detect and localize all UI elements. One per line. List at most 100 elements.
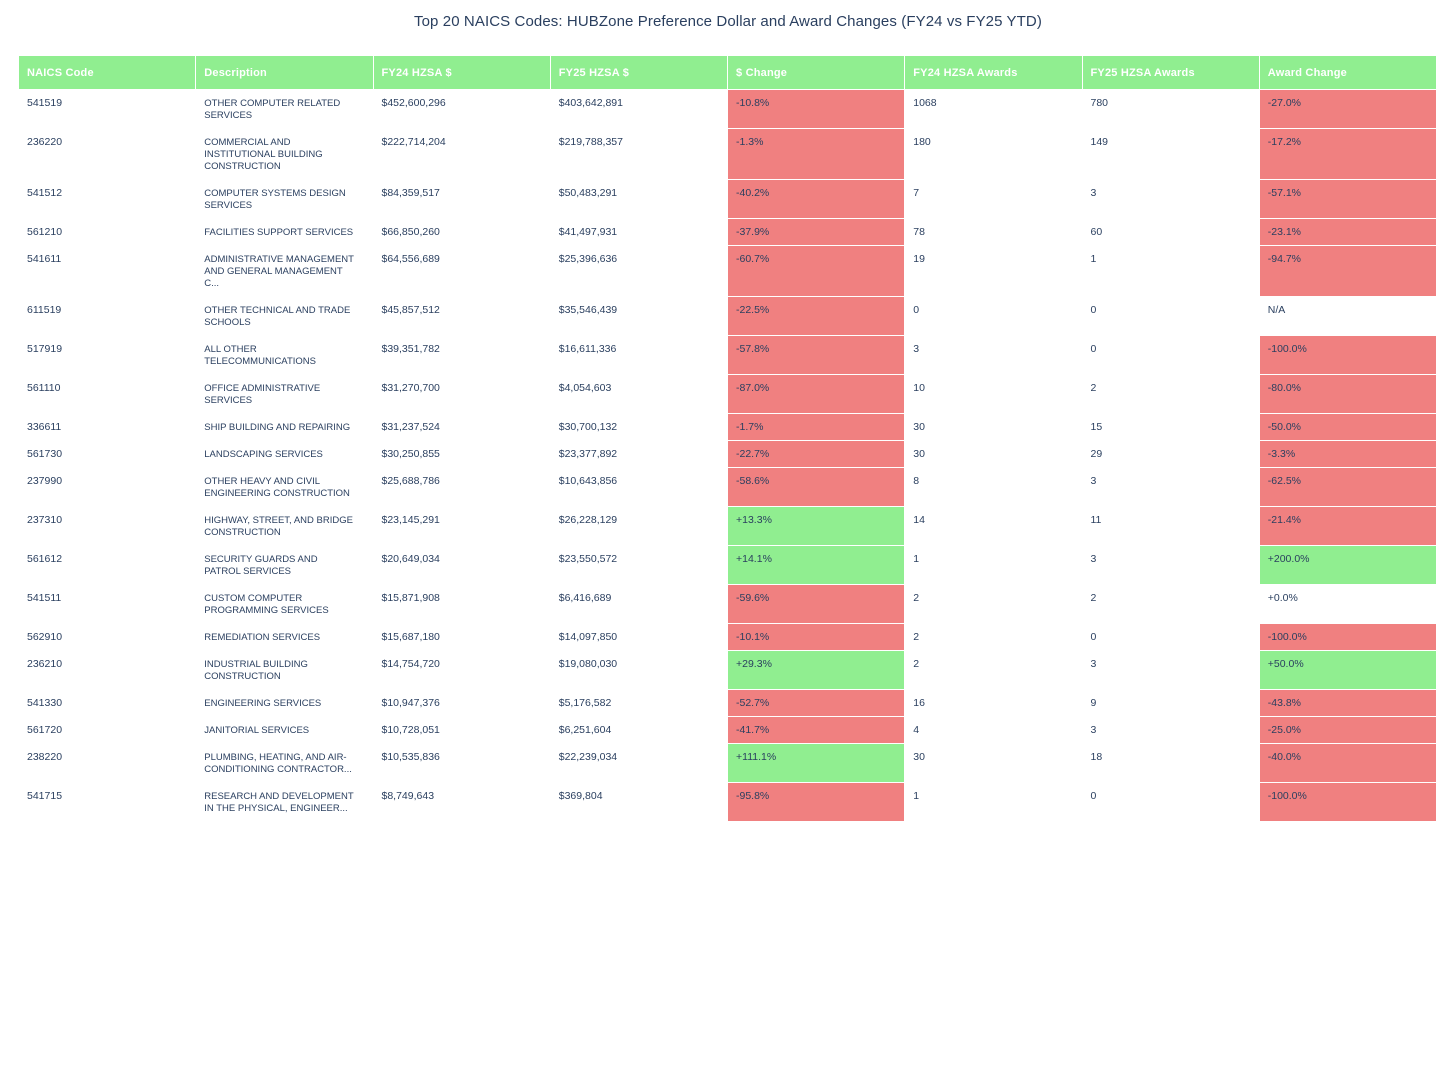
fy25-hzsa-awards-cell: 18: [1081, 743, 1260, 783]
table-row: 561210 FACILITIES SUPPORT SERVICES $66,850…: [17, 218, 1438, 246]
description-cell: OTHER TECHNICAL AND TRADE SCHOOLS: [195, 296, 374, 336]
dollar-change-cell: +13.3%: [726, 506, 906, 546]
fy24-hzsa-dollars-cell: $64,556,689: [372, 245, 551, 297]
header-fy24-hzsa-awards: FY24 HZSA Awards: [904, 55, 1083, 90]
naics-code-cell: 236210: [17, 650, 197, 690]
fy24-hzsa-dollars-cell: $10,535,836: [372, 743, 551, 783]
award-change-cell: -25.0%: [1258, 716, 1438, 744]
award-change-cell: -94.7%: [1258, 245, 1438, 297]
fy24-hzsa-dollars-cell: $23,145,291: [372, 506, 551, 546]
fy25-hzsa-dollars-cell: $41,497,931: [549, 218, 729, 246]
dollar-change-cell: -37.9%: [726, 218, 906, 246]
naics-code-cell: 236220: [17, 128, 197, 180]
fy25-hzsa-awards-cell: 9: [1081, 689, 1260, 717]
fy25-hzsa-dollars-cell: $22,239,034: [549, 743, 729, 783]
header-dollar-change: $ Change: [726, 55, 906, 90]
naics-code-cell: 238220: [17, 743, 197, 783]
header-fy25-hzsa-awards: FY25 HZSA Awards: [1081, 55, 1260, 90]
dollar-change-cell: -10.1%: [726, 623, 906, 651]
description-cell: ADMINISTRATIVE MANAGEMENT AND GENERAL MA…: [195, 245, 374, 297]
award-change-cell: -80.0%: [1258, 374, 1438, 414]
dollar-change-cell: +29.3%: [726, 650, 906, 690]
naics-code-cell: 517919: [17, 335, 197, 375]
fy25-hzsa-dollars-cell: $50,483,291: [549, 179, 729, 219]
dollar-change-cell: -52.7%: [726, 689, 906, 717]
description-cell: CUSTOM COMPUTER PROGRAMMING SERVICES: [195, 584, 374, 624]
fy25-hzsa-dollars-cell: $16,611,336: [549, 335, 729, 375]
naics-code-cell: 561612: [17, 545, 197, 585]
naics-code-cell: 541330: [17, 689, 197, 717]
dollar-change-cell: -22.5%: [726, 296, 906, 336]
header-fy24-hzsa-dollars: FY24 HZSA $: [372, 55, 551, 90]
description-cell: HIGHWAY, STREET, AND BRIDGE CONSTRUCTION: [195, 506, 374, 546]
table-row: 541715 RESEARCH AND DEVELOPMENT IN THE PH…: [17, 782, 1438, 822]
fy25-hzsa-awards-cell: 0: [1081, 335, 1260, 375]
naics-code-cell: 237990: [17, 467, 197, 507]
table-row: 237990 OTHER HEAVY AND CIVIL ENGINEERING …: [17, 467, 1438, 507]
table-row: 561612 SECURITY GUARDS AND PATROL SERVICE…: [17, 545, 1438, 585]
fy25-hzsa-dollars-cell: $403,642,891: [549, 89, 729, 129]
fy24-hzsa-awards-cell: 7: [904, 179, 1083, 219]
naics-code-cell: 541611: [17, 245, 197, 297]
fy24-hzsa-awards-cell: 3: [904, 335, 1083, 375]
naics-code-cell: 562910: [17, 623, 197, 651]
description-cell: OFFICE ADMINISTRATIVE SERVICES: [195, 374, 374, 414]
fy25-hzsa-awards-cell: 11: [1081, 506, 1260, 546]
table-row: 237310 HIGHWAY, STREET, AND BRIDGE CONSTR…: [17, 506, 1438, 546]
fy24-hzsa-awards-cell: 8: [904, 467, 1083, 507]
fy25-hzsa-dollars-cell: $23,377,892: [549, 440, 729, 468]
description-cell: RESEARCH AND DEVELOPMENT IN THE PHYSICAL…: [195, 782, 374, 822]
fy24-hzsa-dollars-cell: $15,687,180: [372, 623, 551, 651]
fy25-hzsa-awards-cell: 3: [1081, 467, 1260, 507]
fy24-hzsa-dollars-cell: $39,351,782: [372, 335, 551, 375]
description-cell: SHIP BUILDING AND REPAIRING: [195, 413, 374, 441]
dollar-change-cell: -87.0%: [726, 374, 906, 414]
award-change-cell: -50.0%: [1258, 413, 1438, 441]
fy24-hzsa-awards-cell: 2: [904, 584, 1083, 624]
fy25-hzsa-awards-cell: 0: [1081, 296, 1260, 336]
naics-code-cell: 541511: [17, 584, 197, 624]
fy25-hzsa-awards-cell: 0: [1081, 623, 1260, 651]
naics-code-cell: 561730: [17, 440, 197, 468]
fy24-hzsa-awards-cell: 30: [904, 743, 1083, 783]
dollar-change-cell: +14.1%: [726, 545, 906, 585]
award-change-cell: +50.0%: [1258, 650, 1438, 690]
dollar-change-cell: -58.6%: [726, 467, 906, 507]
award-change-cell: -100.0%: [1258, 335, 1438, 375]
fy25-hzsa-dollars-cell: $5,176,582: [549, 689, 729, 717]
fy24-hzsa-dollars-cell: $25,688,786: [372, 467, 551, 507]
fy24-hzsa-dollars-cell: $20,649,034: [372, 545, 551, 585]
table-row: 561720 JANITORIAL SERVICES $10,728,051 $6,2…: [17, 716, 1438, 744]
fy25-hzsa-dollars-cell: $6,416,689: [549, 584, 729, 624]
header-naics-code: NAICS Code: [17, 55, 197, 90]
description-cell: ENGINEERING SERVICES: [195, 689, 374, 717]
fy24-hzsa-awards-cell: 30: [904, 413, 1083, 441]
fy24-hzsa-awards-cell: 2: [904, 623, 1083, 651]
header-description: Description: [195, 55, 374, 90]
description-cell: INDUSTRIAL BUILDING CONSTRUCTION: [195, 650, 374, 690]
fy25-hzsa-awards-cell: 3: [1081, 179, 1260, 219]
description-cell: OTHER HEAVY AND CIVIL ENGINEERING CONSTR…: [195, 467, 374, 507]
fy24-hzsa-awards-cell: 2: [904, 650, 1083, 690]
description-cell: SECURITY GUARDS AND PATROL SERVICES: [195, 545, 374, 585]
fy24-hzsa-dollars-cell: $66,850,260: [372, 218, 551, 246]
fy25-hzsa-dollars-cell: $4,054,603: [549, 374, 729, 414]
description-cell: REMEDIATION SERVICES: [195, 623, 374, 651]
fy25-hzsa-awards-cell: 3: [1081, 716, 1260, 744]
fy24-hzsa-dollars-cell: $10,947,376: [372, 689, 551, 717]
fy25-hzsa-awards-cell: 3: [1081, 650, 1260, 690]
fy25-hzsa-dollars-cell: $25,396,636: [549, 245, 729, 297]
header-award-change: Award Change: [1258, 55, 1438, 90]
fy25-hzsa-dollars-cell: $14,097,850: [549, 623, 729, 651]
fy24-hzsa-awards-cell: 4: [904, 716, 1083, 744]
award-change-cell: -27.0%: [1258, 89, 1438, 129]
table-row: 561730 LANDSCAPING SERVICES $30,250,855 $23…: [17, 440, 1438, 468]
fy24-hzsa-dollars-cell: $14,754,720: [372, 650, 551, 690]
naics-code-cell: 541715: [17, 782, 197, 822]
dollar-change-cell: -41.7%: [726, 716, 906, 744]
fy24-hzsa-awards-cell: 10: [904, 374, 1083, 414]
award-change-cell: -100.0%: [1258, 782, 1438, 822]
table-row: 517919 ALL OTHER TELECOMMUNICATIONS $39,35…: [17, 335, 1438, 375]
fy24-hzsa-awards-cell: 1: [904, 782, 1083, 822]
